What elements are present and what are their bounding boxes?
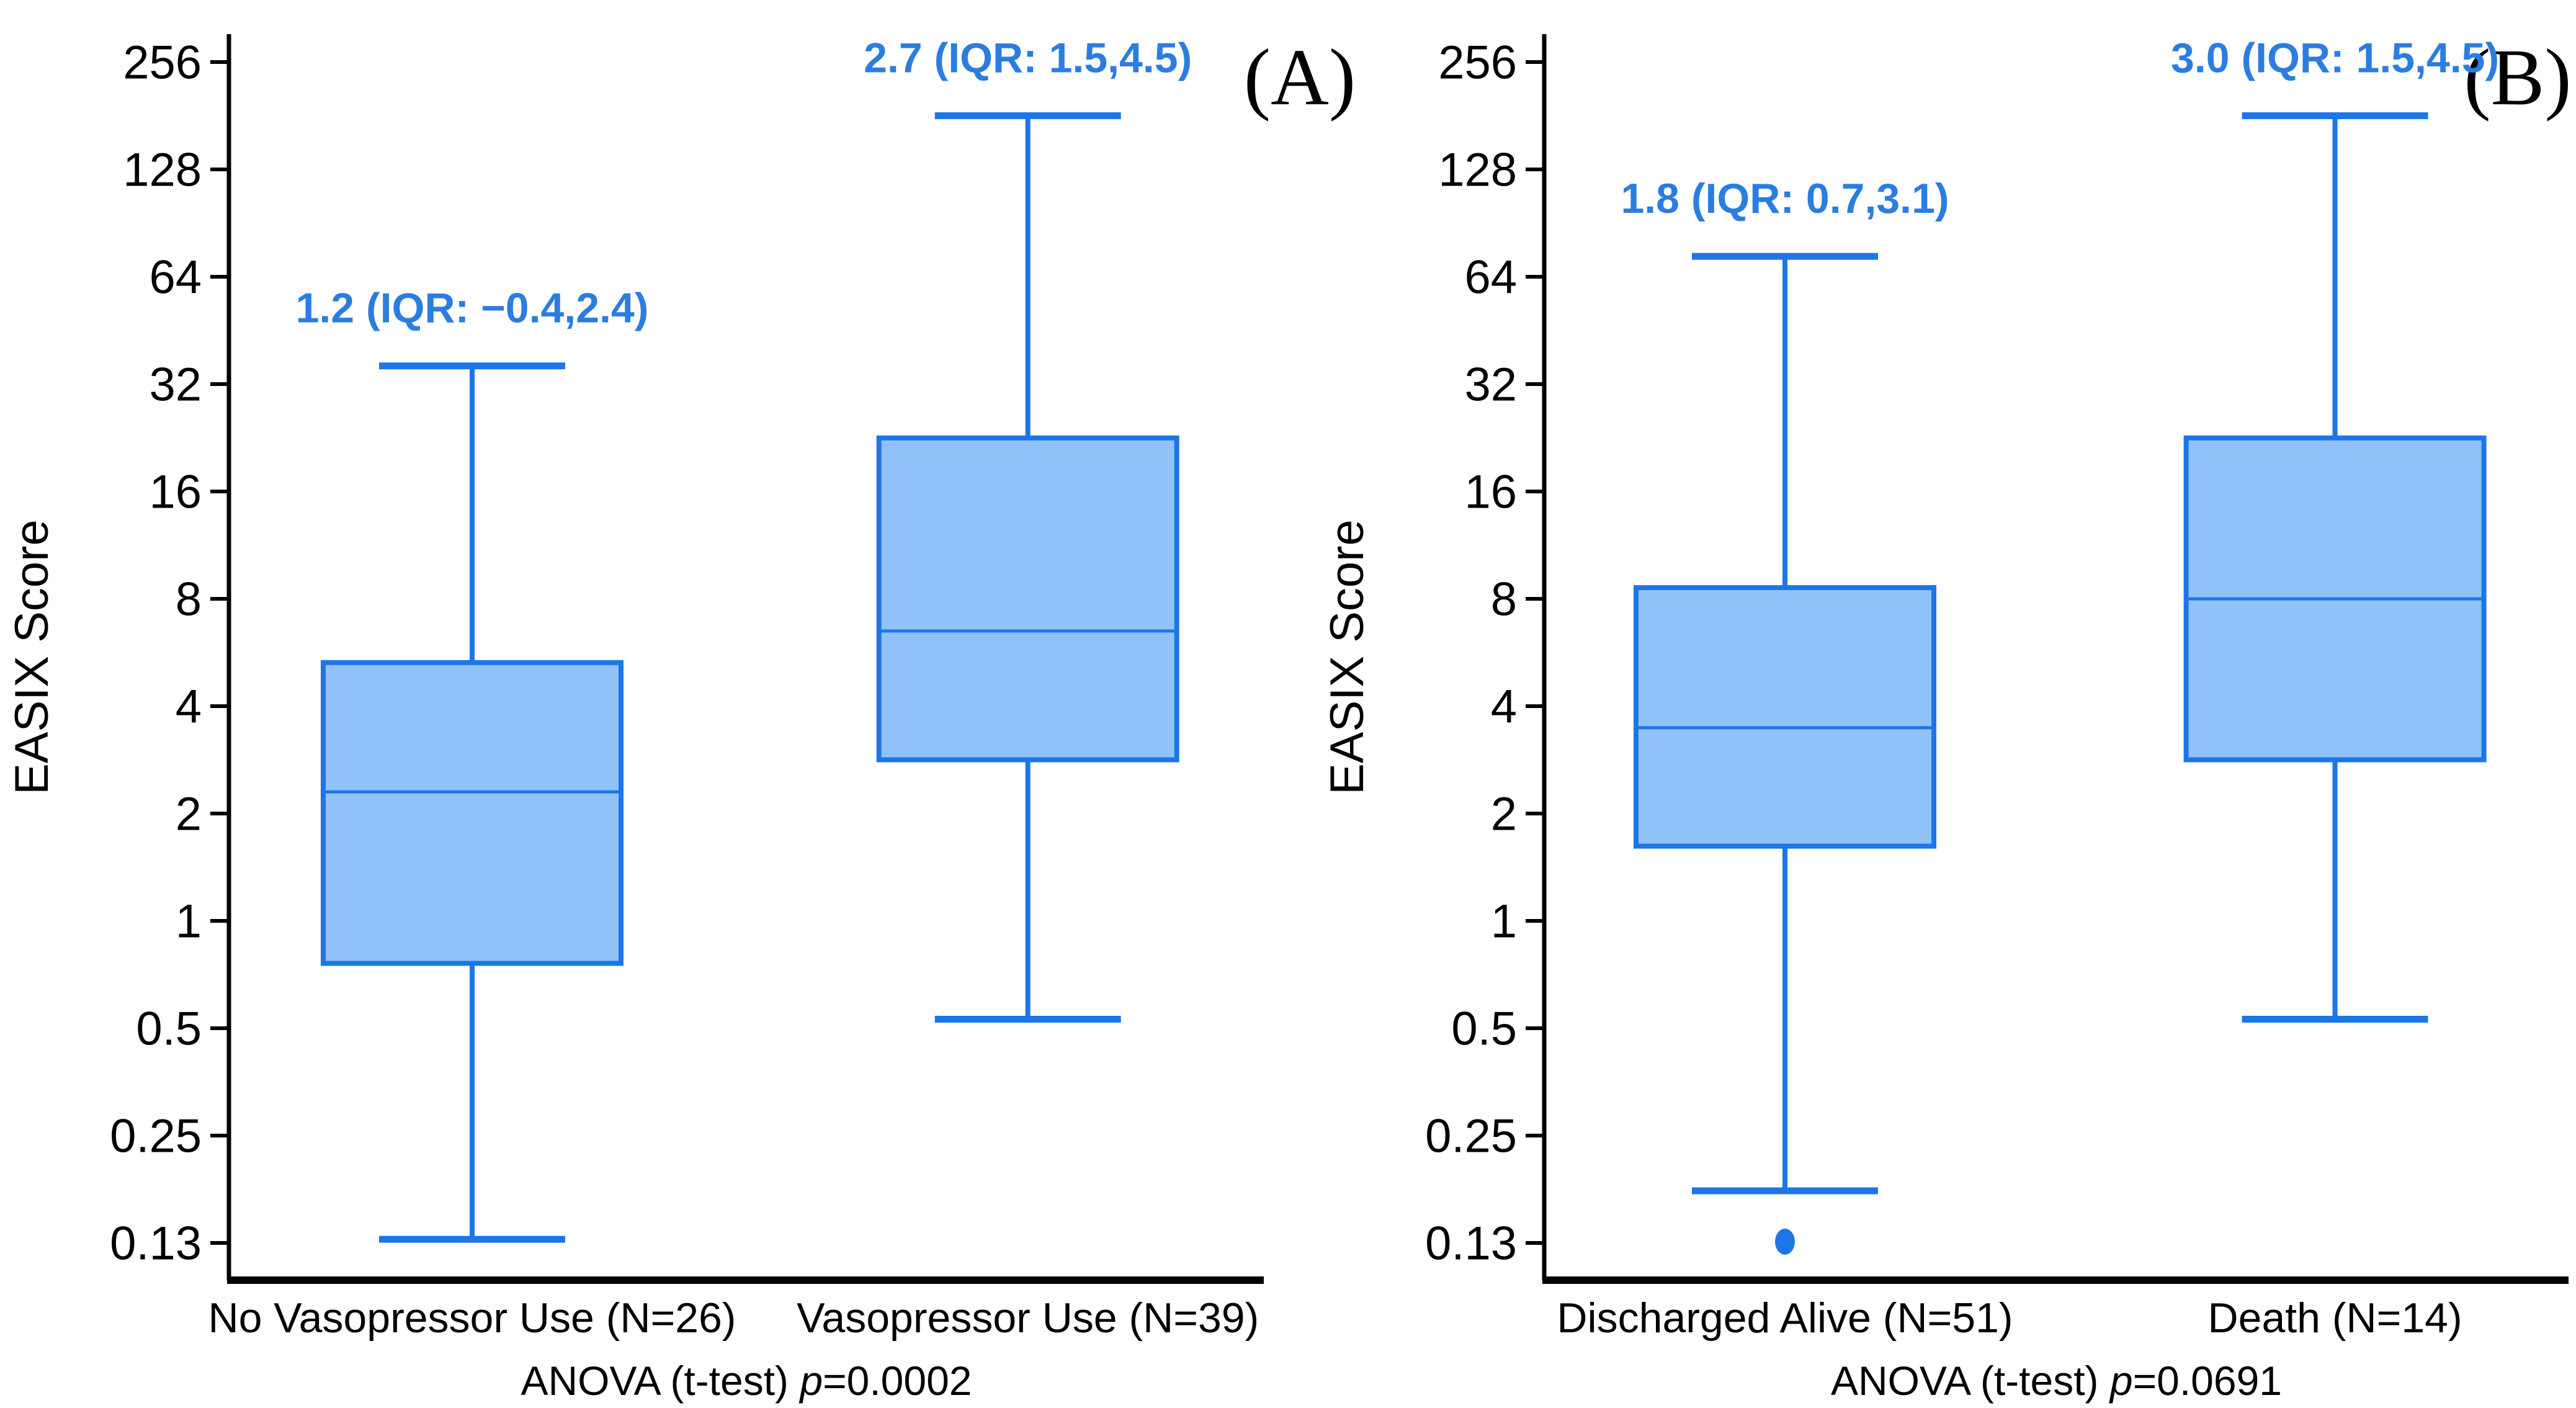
x-category-label: Vasopressor Use (N=39) [797, 1294, 1259, 1342]
x-category-label: Discharged Alive (N=51) [1557, 1294, 2013, 1342]
y-tick-label: 1 [1491, 895, 1517, 948]
x-category-label: No Vasopressor Use (N=26) [208, 1294, 736, 1342]
y-tick-label: 8 [1491, 573, 1517, 626]
y-tick-label: 256 [1438, 37, 1517, 89]
median-iqr-annotation: 1.8 (IQR: 0.7,3.1) [1621, 175, 1949, 222]
y-tick-label: 1 [176, 895, 202, 948]
box-group: 1.2 (IQR: −0.4,2.4) No Vasopressor Use (N… [208, 285, 736, 1342]
box-group: 2.7 (IQR: 1.5,4.5) Vasopressor Use (N=39) [797, 35, 1259, 1342]
y-axis-title: EASIX Score [6, 519, 58, 795]
median-iqr-annotation: 2.7 (IQR: 1.5,4.5) [864, 35, 1192, 82]
iqr-box [320, 660, 624, 966]
y-tick-label: 256 [123, 37, 202, 89]
y-tick-label: 0.5 [136, 1003, 202, 1056]
y-tick-label: 0.25 [1425, 1110, 1517, 1163]
box-group: 3.0 (IQR: 1.5,4.5) Death (N=14) [2171, 35, 2499, 1342]
panel-a: 256 128 64 32 16 8 4 2 1 0.5 0.25 0.13 EASIX Score (A… [6, 33, 1356, 1404]
panel-letter: (A) [1244, 33, 1356, 122]
anova-footer: ANOVA (t-test) p=0.0691 [1831, 1358, 2282, 1404]
median-iqr-annotation: 1.2 (IQR: −0.4,2.4) [296, 285, 649, 332]
y-tick-label: 64 [1464, 251, 1517, 304]
y-tick-label: 32 [1464, 359, 1517, 411]
y-tick-label: 4 [176, 681, 202, 733]
box-group: 1.8 (IQR: 0.7,3.1) Discharged Alive (N=51… [1557, 175, 2013, 1342]
outlier-point [1774, 1229, 1795, 1255]
x-category-label: Death (N=14) [2208, 1294, 2462, 1342]
anova-footer: ANOVA (t-test) p=0.0002 [521, 1358, 972, 1404]
iqr-box [876, 435, 1179, 763]
y-tick-label: 0.25 [110, 1110, 202, 1163]
panel-letter: (B) [2464, 33, 2571, 122]
median-iqr-annotation: 3.0 (IQR: 1.5,4.5) [2171, 35, 2499, 82]
iqr-box [1633, 585, 1936, 849]
y-tick-label: 2 [1491, 788, 1517, 841]
y-tick-label: 0.13 [1425, 1217, 1517, 1270]
y-tick-label: 8 [176, 573, 202, 626]
y-tick-label: 128 [1438, 144, 1517, 197]
y-tick-label: 64 [149, 251, 202, 304]
y-tick-label: 0.13 [110, 1217, 202, 1270]
y-tick-label: 4 [1491, 681, 1517, 733]
y-axis-title: EASIX Score [1321, 519, 1374, 795]
y-tick-label: 0.5 [1451, 1003, 1517, 1056]
panel-b: 256 128 64 32 16 8 4 2 1 0.5 0.25 0.13 EASIX Score (B… [1321, 33, 2572, 1404]
y-tick-label: 128 [123, 144, 202, 197]
y-tick-label: 32 [149, 359, 202, 411]
y-tick-label: 16 [149, 466, 202, 519]
y-tick-label: 16 [1464, 466, 1517, 519]
y-tick-label: 2 [176, 788, 202, 841]
